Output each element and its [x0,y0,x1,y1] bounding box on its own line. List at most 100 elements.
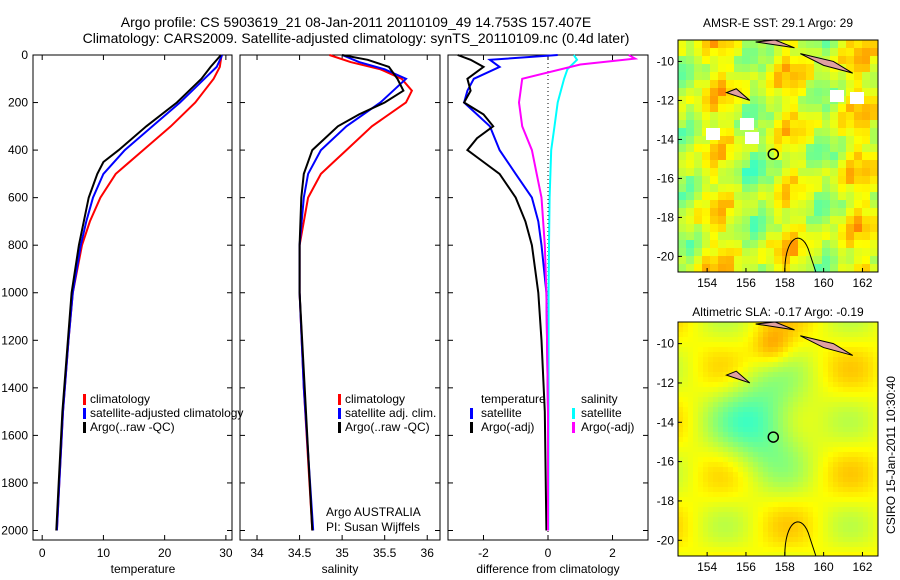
map-cell [713,417,718,422]
map-cell [788,502,793,507]
map-cell [693,427,698,432]
map-cell [790,240,798,248]
map-cell [768,342,773,347]
map-cell [708,327,713,332]
map-cell [868,447,873,452]
map-cell [828,387,833,392]
map-cell [814,96,822,104]
map-cell [694,264,702,272]
map-cell [693,437,698,442]
map-cell [710,80,718,88]
map-cell [678,417,683,422]
map-cell [753,422,758,427]
map-cell [678,112,686,120]
map-cell [830,216,838,224]
map-cell [738,452,743,457]
map-cell [806,64,814,72]
map-cell [782,184,790,192]
map-cell [710,224,718,232]
map-cell [718,352,723,357]
map-cell [718,240,726,248]
map-cell [738,547,743,552]
map-cell [853,332,858,337]
map-cell [702,184,710,192]
map-cell [813,462,818,467]
map-cell [708,442,713,447]
map-cell [742,232,750,240]
x-tick-label: 156 [736,276,756,290]
map-cell [763,442,768,447]
map-cell [798,537,803,542]
map-cell [853,387,858,392]
map-cell [818,482,823,487]
map-cell [848,362,853,367]
map-cell [678,512,683,517]
map-cell [738,332,743,337]
map-cell [858,452,863,457]
map-cell [818,467,823,472]
map-cell [718,487,723,492]
map-cell [870,40,878,48]
map-cell [833,442,838,447]
map-cell [718,482,723,487]
map-cell [863,377,868,382]
map-cell [853,517,858,522]
map-cell [683,397,688,402]
map-cell [758,517,763,522]
map-cell [733,407,738,412]
map-cell [828,352,833,357]
map-cell [678,387,683,392]
map-cell [848,492,853,497]
map-cell [753,412,758,417]
map-cell [818,397,823,402]
map-cell [848,337,853,342]
map-cell [782,152,790,160]
map-cell [683,487,688,492]
map-cell [858,387,863,392]
map-cell [748,417,753,422]
map-cell [763,532,768,537]
map-cell [686,160,694,168]
map-cell [758,457,763,462]
map-cell [733,537,738,542]
map-cell [773,502,778,507]
map-cell [808,327,813,332]
map-cell [863,407,868,412]
map-cell [748,537,753,542]
map-cell [873,332,878,337]
map-cell [783,372,788,377]
map-cell [873,547,878,552]
map-cell [678,337,683,342]
map-cell [723,352,728,357]
map-cell [710,64,718,72]
map-cell [793,432,798,437]
map-cell [768,517,773,522]
map-cell [818,377,823,382]
map-cell [728,482,733,487]
map-cell [718,497,723,502]
map-cell [683,427,688,432]
map-cell [688,382,693,387]
map-cell [838,547,843,552]
map-cell [828,552,833,556]
map-cell [733,442,738,447]
sla-map-title: Altimetric SLA: -0.17 Argo: -0.19 [692,305,864,319]
map-cell [782,112,790,120]
map-cell [748,467,753,472]
map-cell [686,232,694,240]
map-cell [753,347,758,352]
map-cell [843,377,848,382]
map-cell [750,200,758,208]
map-cell [870,248,878,256]
map-cell [863,327,868,332]
map-cell [710,144,718,152]
map-cell [870,152,878,160]
map-cell [738,462,743,467]
map-cell [750,184,758,192]
map-cell [743,402,748,407]
map-cell [778,552,783,556]
map-cell [728,322,733,327]
xlabel-salinity: salinity [322,562,359,576]
map-cell [853,497,858,502]
map-cell [848,357,853,362]
